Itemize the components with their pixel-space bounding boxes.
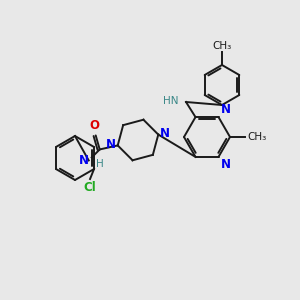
- Text: N: N: [106, 138, 116, 151]
- Text: N: N: [220, 158, 230, 171]
- Text: H: H: [96, 159, 104, 170]
- Text: HN: HN: [164, 96, 179, 106]
- Text: N: N: [79, 154, 89, 167]
- Text: O: O: [90, 119, 100, 132]
- Text: N: N: [220, 103, 230, 116]
- Text: CH₃: CH₃: [247, 132, 266, 142]
- Text: N: N: [160, 127, 170, 140]
- Text: CH₃: CH₃: [212, 41, 232, 51]
- Text: Cl: Cl: [84, 181, 96, 194]
